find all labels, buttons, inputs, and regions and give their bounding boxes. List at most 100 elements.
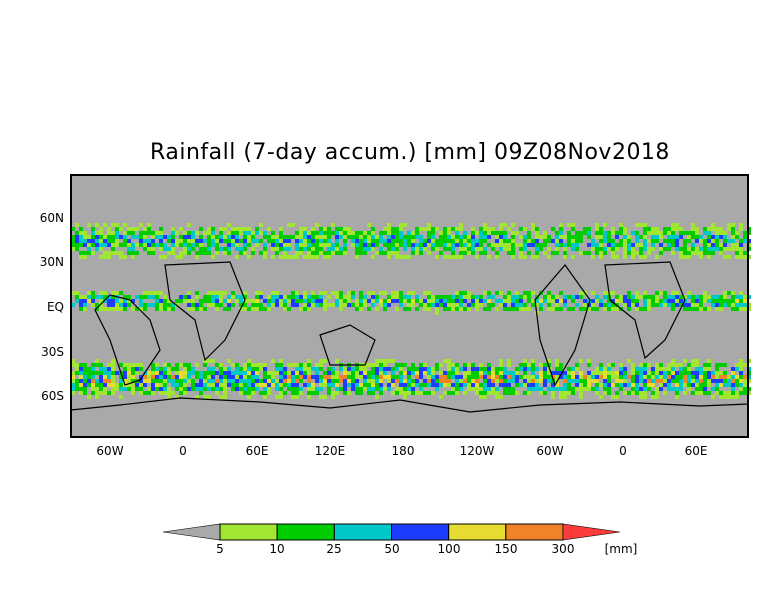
precip-cell (299, 391, 303, 395)
precip-cell (275, 299, 279, 303)
precip-cell (487, 307, 491, 311)
precip-cell (679, 247, 683, 251)
precip-cell (151, 243, 155, 247)
precip-cell (431, 375, 435, 379)
precip-cell (207, 295, 211, 299)
precip-cell (307, 387, 311, 391)
precip-cell (535, 235, 539, 239)
precip-cell (739, 239, 743, 243)
precip-cell (379, 231, 383, 235)
precip-cell (307, 295, 311, 299)
precip-cell (555, 307, 559, 311)
precip-cell (79, 379, 83, 383)
precip-cell (295, 367, 299, 371)
precip-cell (555, 359, 559, 363)
precip-cell (627, 391, 631, 395)
precip-cell (307, 371, 311, 375)
precip-cell (287, 247, 291, 251)
precip-cell (567, 295, 571, 299)
precip-cell (259, 251, 263, 255)
precip-cell (515, 303, 519, 307)
precip-cell (235, 255, 239, 259)
precip-cell (375, 359, 379, 363)
precip-cell (743, 379, 747, 383)
precip-cell (423, 371, 427, 375)
precip-cell (463, 375, 467, 379)
precip-cell (399, 367, 403, 371)
precip-cell (83, 243, 87, 247)
precip-cell (295, 295, 299, 299)
precip-cell (387, 383, 391, 387)
precip-cell (303, 375, 307, 379)
lat-label: 60S (38, 389, 64, 403)
precip-cell (255, 239, 259, 243)
precip-cell (227, 303, 231, 307)
precip-cell (175, 375, 179, 379)
precip-cell (707, 231, 711, 235)
precip-cell (567, 391, 571, 395)
precip-cell (219, 367, 223, 371)
precip-cell (395, 227, 399, 231)
precip-cell (159, 299, 163, 303)
precip-cell (99, 379, 103, 383)
precip-cell (695, 247, 699, 251)
lat-label: EQ (38, 300, 64, 314)
precip-cell (159, 247, 163, 251)
precip-cell (159, 227, 163, 231)
precip-cell (651, 227, 655, 231)
precip-cell (447, 379, 451, 383)
precip-cell (303, 371, 307, 375)
precip-cell (435, 239, 439, 243)
precip-cell (563, 299, 567, 303)
precip-cell (79, 303, 83, 307)
precip-cell (591, 379, 595, 383)
precip-cell (439, 239, 443, 243)
precip-cell (471, 299, 475, 303)
precip-cell (111, 387, 115, 391)
precip-cell (319, 239, 323, 243)
precip-cell (251, 239, 255, 243)
precip-cell (279, 235, 283, 239)
precip-cell (667, 363, 671, 367)
precip-cell (455, 231, 459, 235)
precip-cell (679, 363, 683, 367)
precip-cell (191, 235, 195, 239)
precip-cell (287, 299, 291, 303)
precip-cell (723, 291, 727, 295)
precip-cell (319, 303, 323, 307)
lon-label: 120E (305, 444, 355, 458)
precip-cell (343, 371, 347, 375)
precip-cell (487, 383, 491, 387)
precip-cell (595, 379, 599, 383)
precip-cell (103, 371, 107, 375)
precip-cell (339, 227, 343, 231)
precip-cell (199, 371, 203, 375)
precip-cell (87, 371, 91, 375)
precip-cell (643, 295, 647, 299)
precip-cell (415, 235, 419, 239)
precip-cell (423, 239, 427, 243)
precip-cell (223, 387, 227, 391)
precip-cell (395, 387, 399, 391)
precip-cell (739, 387, 743, 391)
precip-cell (319, 231, 323, 235)
precip-cell (647, 251, 651, 255)
precip-cell (371, 303, 375, 307)
precip-cell (651, 243, 655, 247)
precip-cell (259, 303, 263, 307)
precip-cell (691, 251, 695, 255)
precip-cell (395, 367, 399, 371)
precip-cell (179, 251, 183, 255)
precip-cell (423, 379, 427, 383)
precip-cell (691, 235, 695, 239)
precip-cell (187, 231, 191, 235)
precip-cell (687, 387, 691, 391)
precip-cell (391, 295, 395, 299)
precip-cell (163, 255, 167, 259)
precip-cell (603, 295, 607, 299)
precip-cell (211, 227, 215, 231)
precip-cell (719, 243, 723, 247)
precip-cell (627, 383, 631, 387)
precip-cell (371, 391, 375, 395)
precip-cell (395, 291, 399, 295)
